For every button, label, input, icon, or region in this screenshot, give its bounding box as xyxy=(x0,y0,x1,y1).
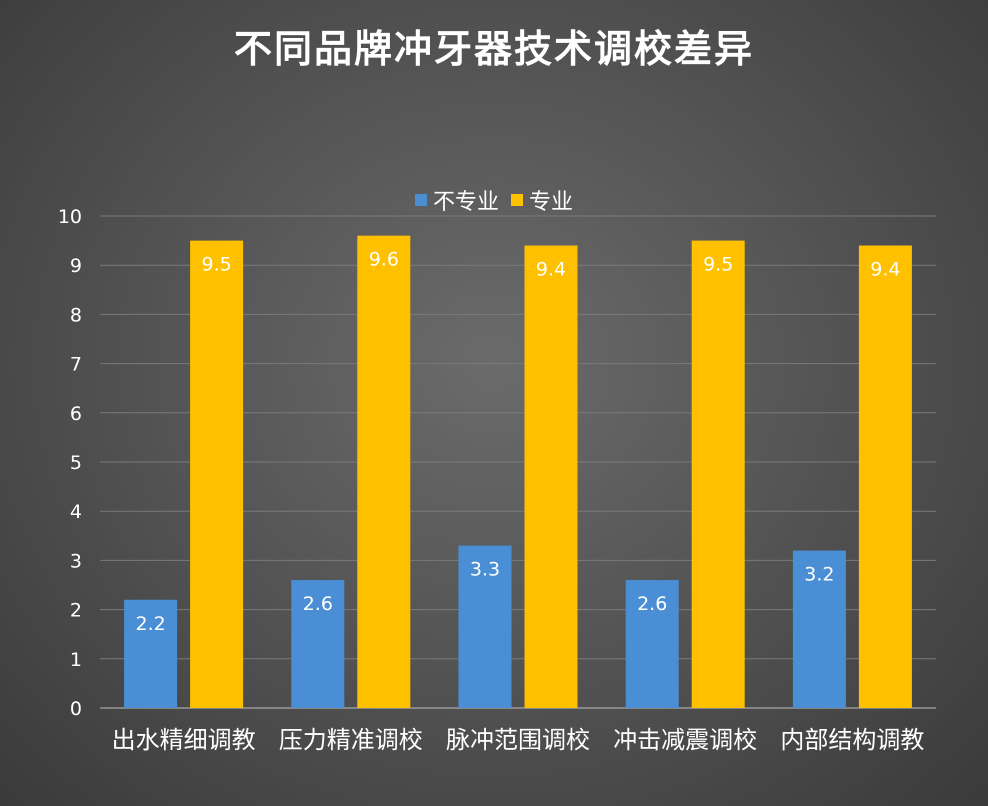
bar-series-2 xyxy=(858,245,912,708)
data-label: 9.4 xyxy=(536,259,566,281)
x-tick-label: 压力精准调校 xyxy=(279,726,423,754)
x-tick-label: 冲击减震调校 xyxy=(613,726,757,754)
y-tick-label: 6 xyxy=(70,403,82,425)
legend: 不专业 专业 xyxy=(0,184,988,216)
bar-series-2 xyxy=(524,245,578,708)
bar-series-2 xyxy=(190,240,244,708)
legend-swatch-series-2 xyxy=(511,194,523,206)
bar-series-1 xyxy=(792,550,846,708)
y-tick-label: 1 xyxy=(70,649,82,671)
bar-series-1 xyxy=(625,580,679,708)
y-tick-label: 0 xyxy=(70,698,82,720)
y-tick-label: 3 xyxy=(70,550,82,572)
data-label: 9.4 xyxy=(870,259,900,281)
data-label: 2.6 xyxy=(303,593,333,615)
data-label: 3.3 xyxy=(470,559,500,581)
data-label: 2.2 xyxy=(135,613,165,635)
bar-series-2 xyxy=(691,240,745,708)
y-tick-label: 2 xyxy=(70,600,82,622)
bar-series-2 xyxy=(357,235,411,708)
legend-label-series-2: 专业 xyxy=(529,190,574,215)
chart-title: 不同品牌冲牙器技术调校差异 xyxy=(233,26,754,71)
legend-label-series-1: 不专业 xyxy=(432,190,499,215)
data-label: 9.5 xyxy=(201,254,231,276)
bar-series-1 xyxy=(291,580,345,708)
bar-series-1 xyxy=(458,545,512,708)
data-label: 2.6 xyxy=(637,593,667,615)
legend-item-series-2: 专业 xyxy=(511,184,573,216)
data-label: 9.5 xyxy=(703,254,733,276)
y-tick-label: 8 xyxy=(70,304,82,326)
y-tick-label: 5 xyxy=(70,452,82,474)
data-label: 9.6 xyxy=(369,249,399,271)
x-tick-label: 出水精细调教 xyxy=(112,726,256,754)
y-tick-label: 9 xyxy=(70,255,82,277)
x-tick-label: 脉冲范围调校 xyxy=(446,726,590,754)
legend-swatch-series-1 xyxy=(414,194,427,206)
x-tick-label: 内部结构调教 xyxy=(780,726,924,754)
bar-series-1 xyxy=(124,599,178,708)
y-tick-label: 7 xyxy=(70,354,82,376)
data-label: 3.2 xyxy=(804,564,834,586)
legend-item-series-1: 不专业 xyxy=(414,184,499,216)
y-tick-label: 4 xyxy=(70,501,82,523)
y-tick-label: 10 xyxy=(58,206,82,228)
